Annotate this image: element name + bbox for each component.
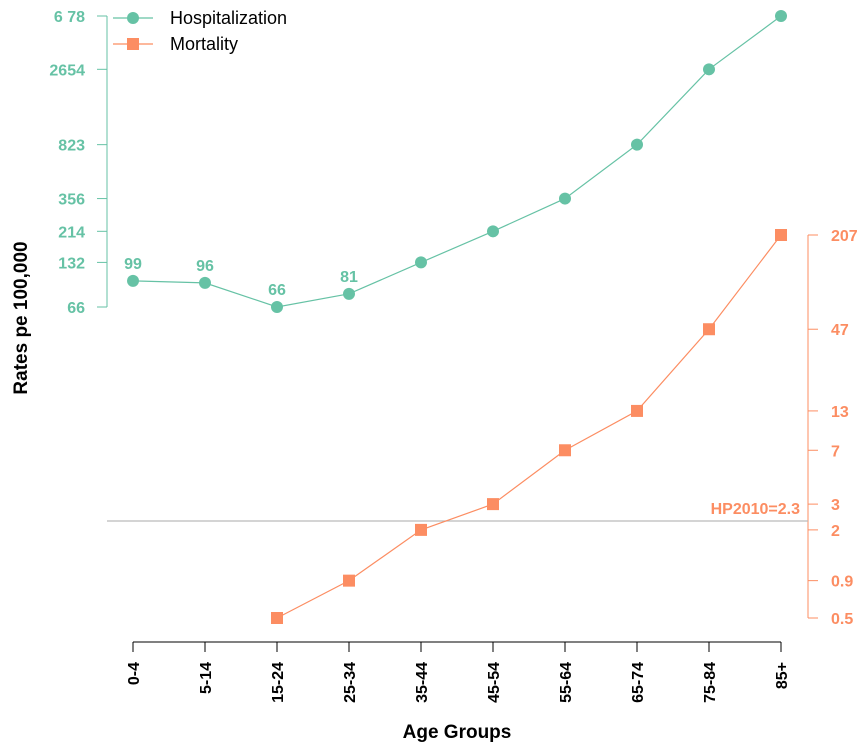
legend-item-hospitalization: Hospitalization — [113, 8, 287, 28]
reference-line-group: HP2010=2.3 — [107, 501, 808, 522]
data-label: 96 — [196, 258, 214, 275]
x-tick-label: 55-64 — [558, 662, 575, 703]
x-tick-label: 75-84 — [702, 662, 719, 703]
series-group: 99 96 66 81 — [124, 10, 787, 624]
x-axis-title: Age Groups — [403, 722, 512, 743]
data-point — [631, 138, 643, 151]
right-tick-label: 207 — [831, 228, 858, 245]
data-point — [703, 63, 715, 76]
right-tick-label: 0.5 — [831, 611, 853, 628]
y-axis-title: Rates pe 100,000 — [11, 241, 32, 394]
data-point — [559, 192, 571, 205]
right-tick-label: 0.9 — [831, 574, 853, 591]
right-tick-label: 2 — [831, 523, 840, 540]
legend-item-mortality: Mortality — [113, 34, 238, 54]
data-point — [775, 229, 787, 241]
data-point — [271, 301, 283, 313]
data-point — [775, 10, 787, 22]
right-tick-label: 13 — [831, 404, 849, 421]
right-y-axis: 0.5 0.9 2 3 7 13 47 207 — [807, 228, 858, 628]
legend-label: Hospitalization — [170, 8, 287, 28]
data-label: 81 — [340, 269, 358, 286]
data-point — [487, 225, 499, 238]
x-tick-label: 0-4 — [126, 662, 143, 685]
legend-marker — [127, 38, 139, 50]
x-axis: 0-4 5-14 15-24 25-34 35-44 45-54 55-64 65-74 75-… — [126, 641, 791, 703]
data-point — [631, 404, 643, 417]
data-point — [343, 287, 355, 300]
data-point — [415, 523, 427, 536]
series-line-mortality — [276, 234, 782, 619]
right-tick-label: 7 — [831, 443, 840, 460]
reference-line-label: HP2010=2.3 — [711, 501, 801, 518]
data-point — [487, 498, 499, 511]
data-label: 99 — [124, 256, 142, 273]
data-point — [415, 256, 427, 269]
series-line-hospitalization — [132, 15, 782, 308]
x-tick-label: 25-34 — [342, 662, 359, 703]
data-point — [703, 323, 715, 336]
right-tick-label: 3 — [831, 497, 840, 514]
x-tick-label: 5-14 — [198, 662, 215, 694]
right-tick-label: 47 — [831, 322, 849, 339]
x-tick-label: 65-74 — [630, 662, 647, 703]
x-tick-label: 85+ — [774, 662, 791, 689]
data-label: 66 — [268, 282, 286, 299]
data-point — [559, 444, 571, 457]
left-tick-label: 823 — [58, 138, 85, 155]
x-tick-label: 45-54 — [486, 662, 503, 703]
left-tick-label: 66 — [67, 300, 85, 317]
left-tick-label: 2654 — [49, 62, 85, 79]
left-tick-label: 132 — [58, 255, 85, 272]
data-point — [127, 274, 139, 287]
data-point — [343, 574, 355, 587]
left-tick-label: 6 78 — [54, 9, 85, 26]
series-mortality — [271, 229, 787, 624]
left-y-axis: 66 132 214 356 823 2654 6 78 — [49, 9, 108, 317]
legend-marker — [127, 12, 139, 24]
series-hospitalization: 99 96 66 81 — [124, 10, 787, 313]
x-tick-label: 15-24 — [270, 662, 287, 703]
data-point — [199, 276, 211, 289]
x-tick-label: 35-44 — [414, 662, 431, 703]
legend-label: Mortality — [170, 34, 238, 54]
data-point — [271, 612, 283, 624]
left-tick-label: 356 — [58, 192, 85, 209]
left-tick-label: 214 — [58, 224, 85, 241]
legend: Hospitalization Mortality — [113, 8, 287, 54]
